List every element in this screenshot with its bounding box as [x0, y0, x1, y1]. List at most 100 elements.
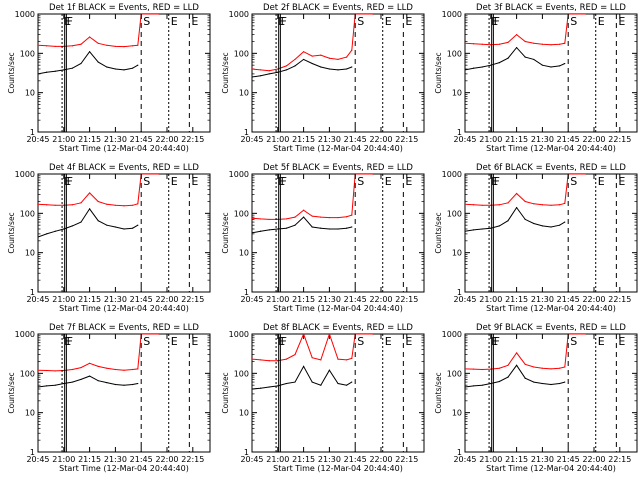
- data-point-events: [481, 228, 483, 230]
- data-point-events: [516, 364, 518, 366]
- series-events: [38, 208, 139, 238]
- data-point-lld: [294, 58, 296, 61]
- time-marker-label: F: [281, 175, 287, 188]
- x-tick-label: 21:00: [52, 135, 75, 144]
- time-marker-label: S: [357, 15, 364, 28]
- data-point-lld: [320, 216, 322, 218]
- x-tick-label: 21:00: [266, 455, 289, 464]
- y-axis-label: Counts/sec: [7, 372, 16, 413]
- x-tick-label: 20:45: [453, 135, 476, 144]
- data-point-events: [46, 71, 48, 73]
- x-tick-label: 21:15: [78, 295, 101, 304]
- plot-frame: [37, 333, 211, 453]
- data-point-events: [473, 67, 475, 69]
- data-point-events: [564, 62, 566, 65]
- x-tick-label: 21:15: [505, 135, 528, 144]
- y-tick-label: 100: [447, 369, 462, 378]
- x-axis-label: Start Time (12-Mar-04 20:44:40): [59, 304, 189, 313]
- y-tick-label: 1000: [442, 330, 462, 339]
- data-point-lld: [584, 174, 586, 175]
- data-point-lld: [260, 359, 262, 361]
- time-marker-label: E: [405, 335, 412, 348]
- data-point-lld: [80, 366, 82, 369]
- x-axis-label: Start Time (12-Mar-04 20:44:40): [59, 464, 189, 473]
- data-point-lld: [498, 43, 500, 45]
- x-axis-label: Start Time (12-Mar-04 20:44:40): [59, 144, 189, 153]
- y-tick-label: 10: [25, 409, 35, 418]
- data-point-lld: [559, 43, 561, 45]
- time-marker-label: E: [191, 175, 198, 188]
- data-point-events: [507, 220, 509, 222]
- y-axis-label: Counts/sec: [434, 52, 443, 93]
- data-point-lld: [564, 366, 566, 368]
- data-point-lld: [285, 358, 287, 360]
- data-point-lld: [260, 69, 262, 71]
- data-point-events: [320, 227, 322, 229]
- time-marker-label: E: [598, 15, 605, 28]
- data-point-lld: [106, 44, 108, 46]
- data-point-events: [516, 206, 518, 209]
- data-point-lld: [328, 216, 330, 219]
- data-point-events: [559, 65, 561, 67]
- data-point-events: [137, 382, 139, 385]
- x-tick-label: 21:45: [557, 135, 580, 144]
- data-point-lld: [285, 65, 287, 67]
- data-point-events: [97, 61, 99, 63]
- data-point-lld: [524, 363, 526, 365]
- data-point-lld: [516, 192, 518, 195]
- time-marker-label: S: [570, 15, 577, 28]
- time-marker-label: F: [494, 15, 500, 28]
- time-marker-label: F: [67, 15, 73, 28]
- data-point-lld: [481, 204, 483, 206]
- data-point-lld: [268, 218, 270, 221]
- data-point-lld: [564, 202, 566, 204]
- x-tick-label: 21:15: [292, 135, 315, 144]
- data-point-lld: [346, 216, 348, 218]
- data-point-events: [80, 221, 82, 223]
- series-lld: [38, 334, 159, 372]
- data-point-lld: [337, 358, 339, 360]
- panel-det-9f: Det 9f BLACK = Events, RED = LLD 1 10 100 10…: [434, 323, 638, 473]
- data-point-lld: [490, 44, 492, 46]
- panel-title: Det 9f BLACK = Events, RED = LLD: [476, 323, 626, 333]
- data-point-events: [337, 382, 339, 385]
- y-tick-label: 10: [25, 249, 35, 258]
- data-point-lld: [252, 358, 253, 360]
- data-point-events: [114, 383, 116, 386]
- time-marker-label: S: [143, 175, 150, 188]
- data-point-lld: [303, 334, 305, 335]
- data-point-events: [80, 62, 82, 65]
- data-point-events: [490, 382, 492, 385]
- data-point-lld: [465, 42, 466, 44]
- x-tick-label: 21:45: [344, 295, 367, 304]
- data-point-events: [465, 69, 466, 71]
- time-marker-label: E: [64, 175, 71, 188]
- data-point-lld: [524, 40, 526, 43]
- plot-frame: [464, 333, 638, 453]
- data-point-events: [303, 58, 305, 61]
- data-point-lld: [46, 45, 48, 47]
- panel-title: Det 8f BLACK = Events, RED = LLD: [263, 323, 413, 333]
- panel-det-5f: Det 5f BLACK = Events, RED = LLD 1 10 100 10…: [221, 163, 425, 313]
- x-axis-label: Start Time (12-Mar-04 20:44:40): [273, 464, 403, 473]
- data-point-lld: [351, 214, 353, 216]
- data-point-lld: [346, 359, 348, 361]
- plot-frame: [464, 13, 638, 133]
- y-tick-label: 1: [30, 448, 35, 457]
- data-point-lld: [320, 359, 322, 361]
- data-point-lld: [328, 334, 330, 335]
- data-point-lld: [277, 68, 279, 70]
- y-tick-label: 10: [452, 89, 462, 98]
- x-tick-label: 21:45: [130, 135, 153, 144]
- x-tick-label: 21:00: [52, 295, 75, 304]
- y-tick-label: 100: [234, 369, 249, 378]
- data-point-events: [80, 378, 82, 381]
- time-marker-label: F: [67, 175, 73, 188]
- data-point-lld: [46, 369, 48, 372]
- x-tick-label: 21:30: [104, 455, 127, 464]
- data-point-events: [260, 230, 262, 232]
- data-point-events: [106, 224, 108, 226]
- x-tick-label: 22:00: [155, 135, 178, 144]
- data-point-lld: [473, 204, 475, 206]
- data-point-events: [541, 382, 544, 385]
